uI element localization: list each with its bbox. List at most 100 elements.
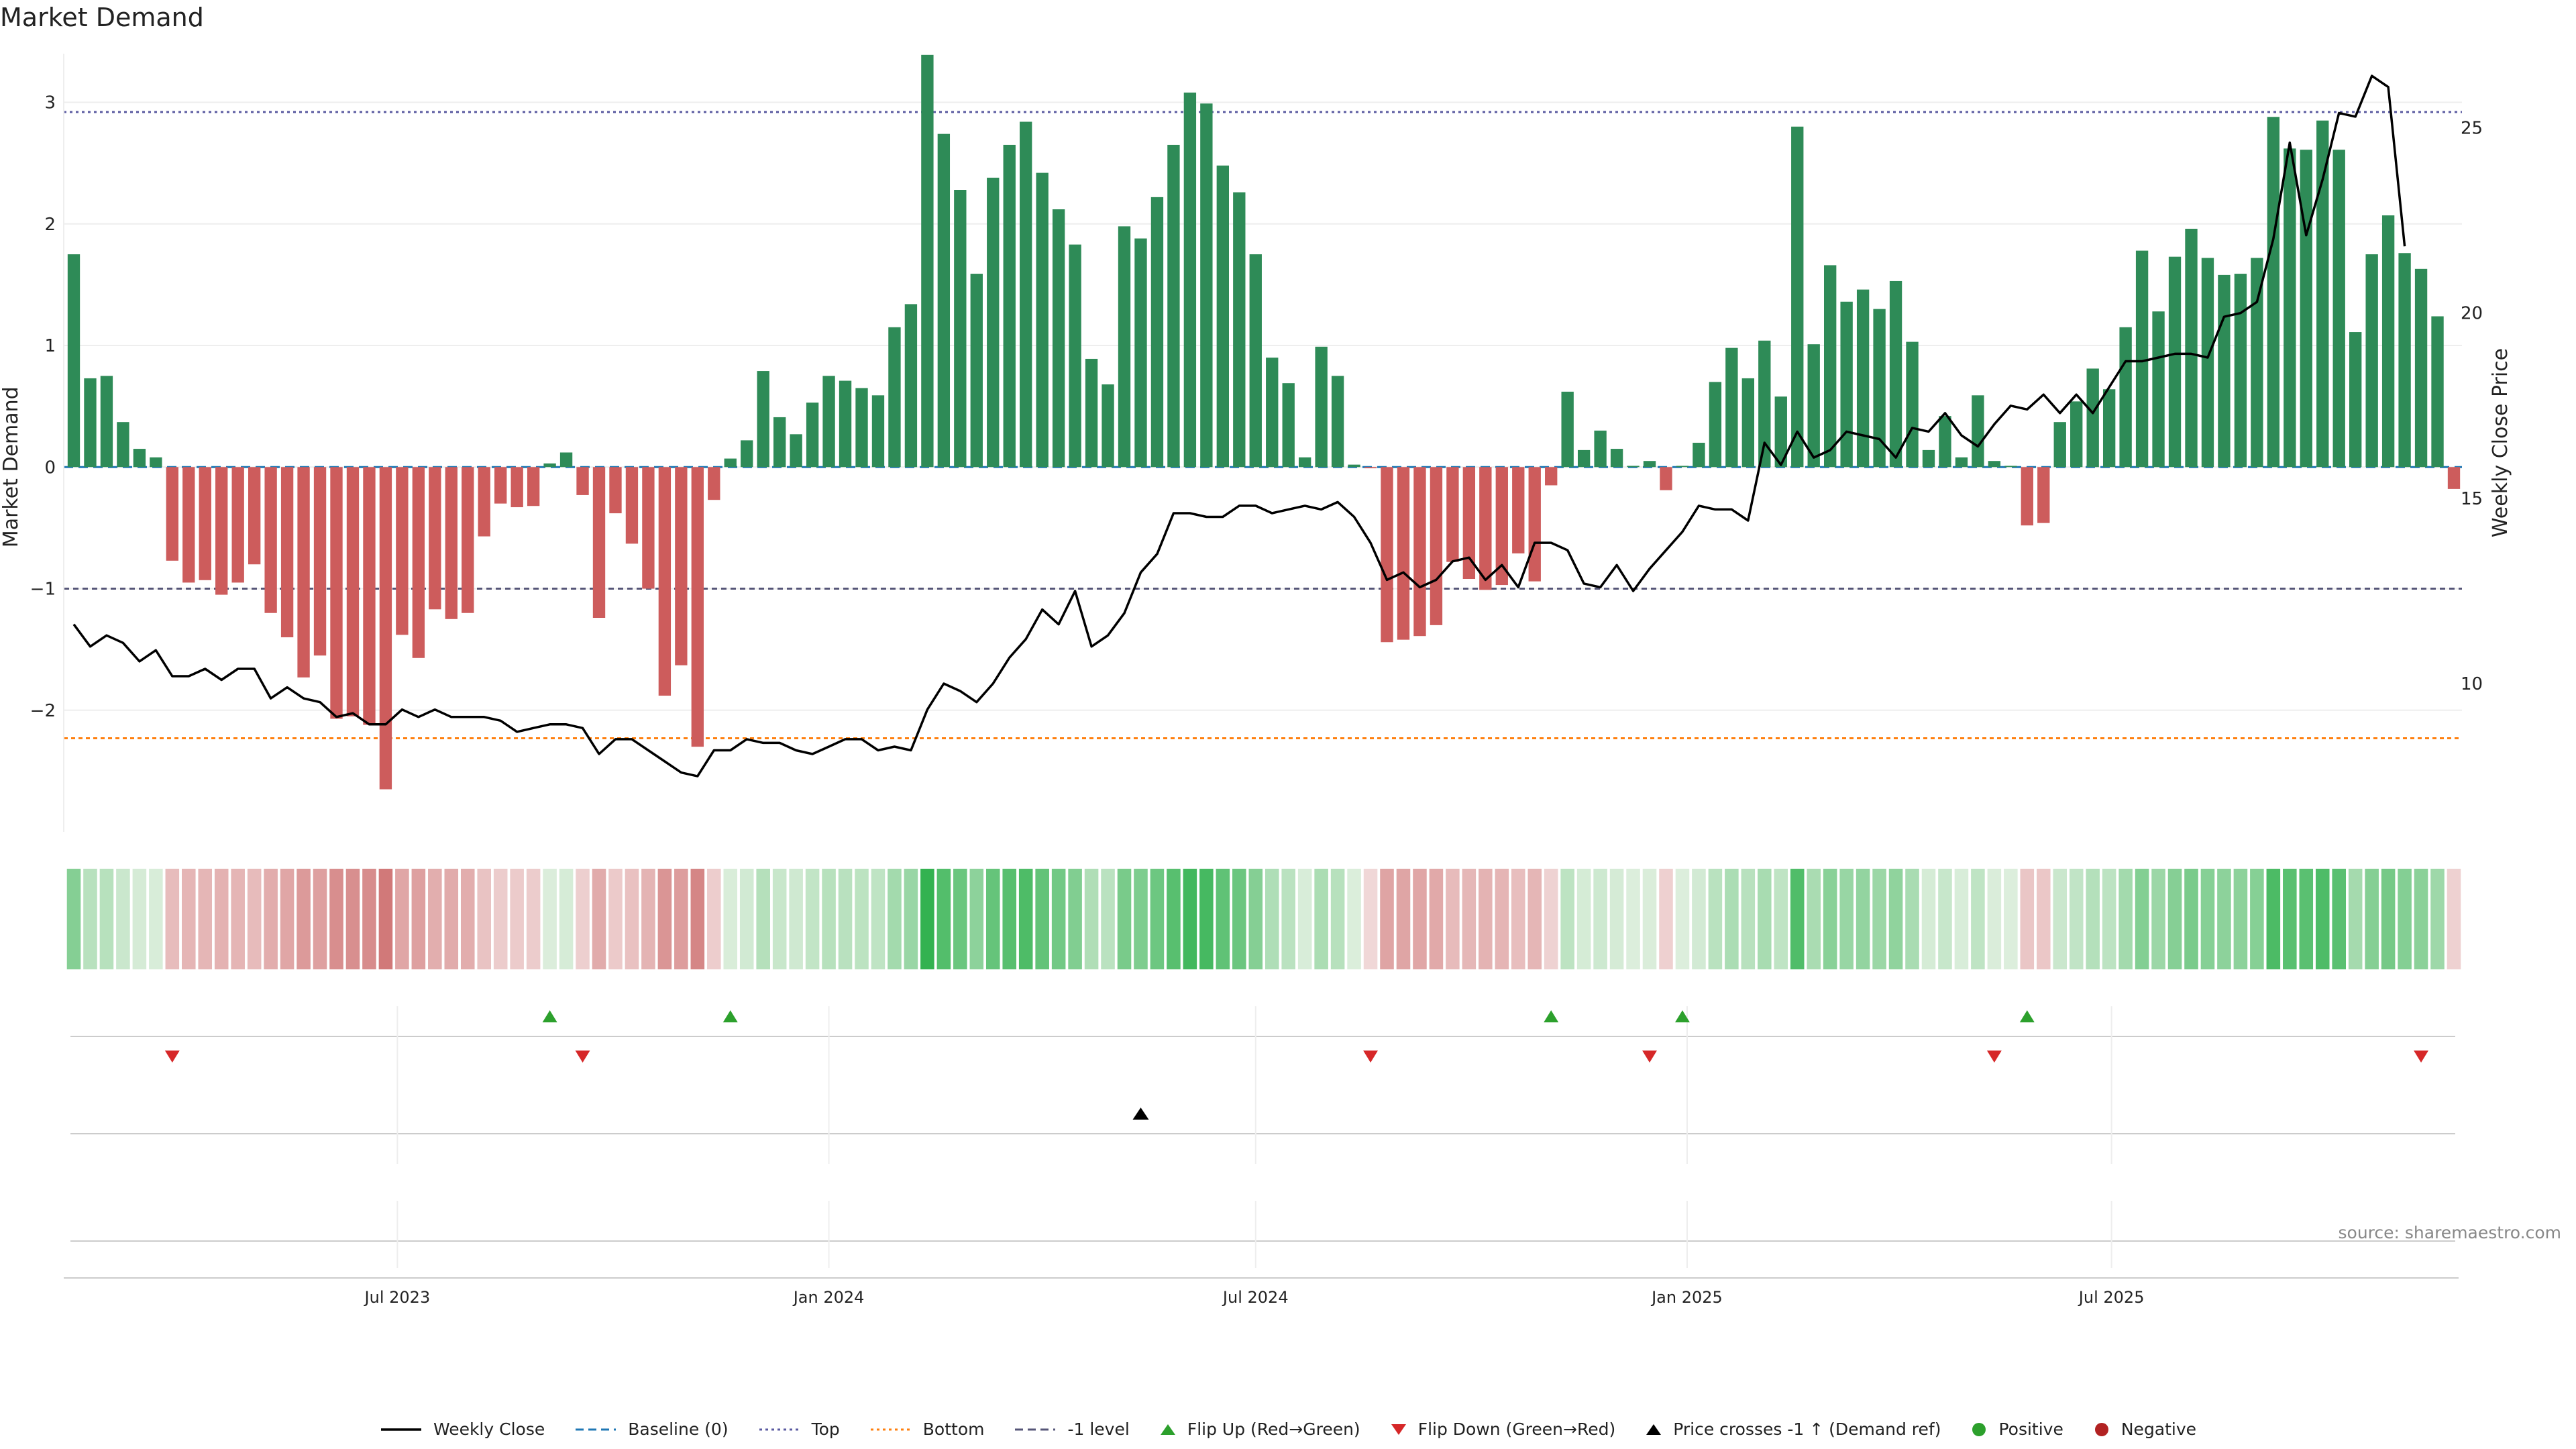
heat-cell bbox=[1971, 869, 1985, 969]
heat-cell bbox=[165, 869, 180, 969]
heat-cell bbox=[559, 869, 574, 969]
legend-item: Top bbox=[758, 1419, 840, 1439]
y-tick-label: 3 bbox=[44, 93, 56, 113]
heat-cell bbox=[1888, 869, 1903, 969]
heat-cell bbox=[1905, 869, 1919, 969]
demand-bar bbox=[363, 467, 376, 725]
demand-bar bbox=[2201, 258, 2214, 468]
demand-bar bbox=[757, 371, 769, 468]
demand-bar bbox=[2300, 150, 2312, 468]
heat-cell bbox=[625, 869, 639, 969]
demand-bar bbox=[1955, 457, 1968, 468]
heat-cell bbox=[690, 869, 705, 969]
demand-bar bbox=[1315, 346, 1328, 468]
demand-bar bbox=[199, 467, 211, 580]
heat-cell bbox=[2430, 869, 2445, 969]
demand-bar bbox=[904, 304, 918, 468]
heat-cell bbox=[1347, 869, 1361, 969]
heat-cell bbox=[1281, 869, 1295, 969]
demand-bar bbox=[741, 440, 753, 468]
demand-bar bbox=[1102, 384, 1114, 468]
demand-bar bbox=[2152, 311, 2165, 468]
demand-bar bbox=[67, 254, 80, 468]
demand-bar bbox=[527, 467, 540, 506]
heat-cell bbox=[2299, 869, 2314, 969]
demand-bar bbox=[1627, 466, 1640, 468]
demand-bar bbox=[1545, 467, 1558, 486]
heat-cell bbox=[231, 869, 245, 969]
legend-item: Positive bbox=[1970, 1419, 2063, 1439]
demand-bar bbox=[2414, 268, 2428, 468]
heat-cell bbox=[936, 869, 951, 969]
legend-swatch bbox=[870, 1428, 911, 1430]
demand-bar bbox=[2135, 250, 2149, 468]
y2-axis-title: Weekly Close Price bbox=[2489, 348, 2512, 537]
heat-cell bbox=[2020, 869, 2035, 969]
demand-bar bbox=[708, 467, 720, 500]
demand-bar bbox=[511, 467, 523, 508]
demand-bar bbox=[2168, 256, 2182, 468]
demand-bar bbox=[280, 467, 294, 637]
x-axis: Jul 2023 Jan 2024 Jul 2024 Jan 2025 Jul 2025 bbox=[64, 1277, 2459, 1307]
x-tick-label: Jul 2024 bbox=[1222, 1288, 1289, 1307]
axes: −2 −1 0 1 2 3 10 15 20 25 Market Demand Weekly Clos… bbox=[0, 54, 2512, 832]
heat-cell bbox=[1527, 869, 1542, 969]
heat-cell bbox=[2398, 869, 2412, 969]
heat-cell bbox=[1560, 869, 1574, 969]
heat-cell bbox=[1675, 869, 1690, 969]
heat-cell bbox=[1954, 869, 1969, 969]
heat-cell bbox=[1938, 869, 1952, 969]
legend-label: Weekly Close bbox=[433, 1419, 545, 1439]
demand-bar bbox=[839, 380, 852, 468]
demand-bar bbox=[1446, 467, 1459, 562]
demand-bar bbox=[2070, 401, 2083, 468]
heat-cell bbox=[1314, 869, 1328, 969]
demand-bar bbox=[2316, 120, 2329, 468]
heat-cell bbox=[1856, 869, 1870, 969]
x-tick-label: Jan 2025 bbox=[1650, 1288, 1723, 1307]
demand-bar bbox=[248, 467, 261, 565]
demand-bar bbox=[150, 457, 162, 468]
heat-cell bbox=[411, 869, 426, 969]
signal-panels bbox=[70, 1006, 2455, 1268]
y-tick-label: 1 bbox=[44, 336, 56, 356]
demand-bar bbox=[2119, 327, 2132, 468]
heat-cell bbox=[2102, 869, 2116, 969]
heat-cell bbox=[329, 869, 343, 969]
demand-bar bbox=[1939, 416, 1951, 468]
heat-cell bbox=[378, 869, 393, 969]
heat-cell bbox=[2069, 869, 2084, 969]
heat-cell bbox=[1462, 869, 1477, 969]
demand-bar bbox=[264, 467, 277, 613]
demand-bar bbox=[855, 388, 868, 468]
y2-tick-label: 15 bbox=[2461, 489, 2483, 509]
heat-cell bbox=[83, 869, 97, 969]
demand-bar bbox=[1233, 192, 1246, 468]
heat-cell bbox=[739, 869, 754, 969]
demand-bar bbox=[1036, 172, 1049, 468]
demand-bar bbox=[1758, 340, 1771, 468]
heat-cell bbox=[1725, 869, 1739, 969]
demand-bar bbox=[1413, 467, 1426, 637]
heat-cell bbox=[1626, 869, 1640, 969]
demand-bar bbox=[166, 467, 178, 561]
demand-bar bbox=[1331, 376, 1344, 468]
demand-bar bbox=[1052, 209, 1065, 468]
heat-cell bbox=[1479, 869, 1493, 969]
legend-label: -1 level bbox=[1067, 1419, 1130, 1439]
demand-bar bbox=[2349, 332, 2362, 468]
flip-down-marker bbox=[1363, 1051, 1379, 1063]
heat-cell bbox=[1297, 869, 1312, 969]
demand-bar bbox=[1118, 226, 1131, 468]
legend-marker bbox=[1160, 1424, 1175, 1435]
legend-swatch bbox=[380, 1428, 421, 1431]
legend-marker bbox=[1391, 1424, 1406, 1435]
heat-cell bbox=[1084, 869, 1099, 969]
demand-heat-strip bbox=[66, 869, 2461, 969]
heat-cell bbox=[1774, 869, 1788, 969]
demand-bar bbox=[724, 458, 737, 468]
heat-cell bbox=[493, 869, 508, 969]
heat-cell bbox=[345, 869, 360, 969]
heat-cell bbox=[66, 869, 81, 969]
demand-bar bbox=[871, 395, 885, 468]
